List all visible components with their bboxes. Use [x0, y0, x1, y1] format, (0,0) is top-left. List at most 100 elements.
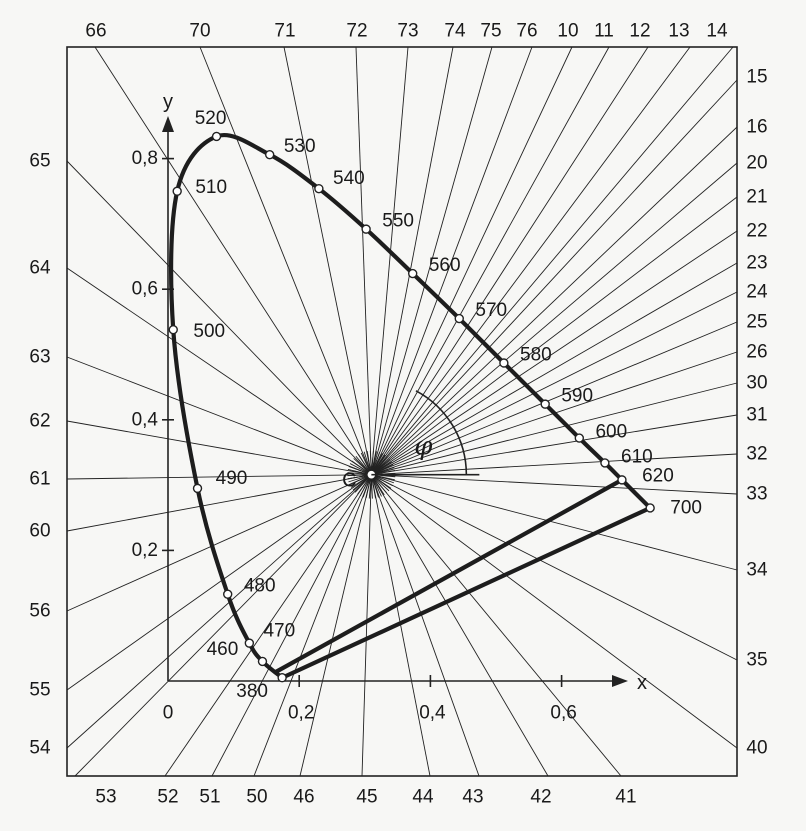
- wavelength-point-460: [257, 656, 268, 667]
- axes-group: x y 0 0,2 0,4 0,6 0,2 0,4 0,6 0,8: [132, 91, 647, 724]
- hue-ray-bottom-7: [370, 474, 480, 777]
- hue-ray-right-1: [371, 126, 738, 475]
- wavelength-point-610: [600, 458, 610, 468]
- hue-ray-right-12: [371, 474, 738, 495]
- y-tick-label: 0,6: [132, 279, 158, 300]
- hue-ray-right-5: [371, 262, 738, 476]
- diagram-frame: [66, 46, 738, 777]
- purple-line-inner: [274, 477, 625, 674]
- wavelength-point-620: [617, 475, 627, 485]
- hue-ray-left-3: [66, 420, 372, 476]
- scale-number-bottom-46: 46: [293, 787, 314, 808]
- scale-number-top-10: 10: [557, 21, 578, 42]
- wavelength-label-560: 560: [429, 255, 461, 276]
- hue-ray-left-5: [66, 474, 372, 532]
- x-axis-label: x: [637, 672, 647, 694]
- scale-number-bottom-44: 44: [412, 787, 434, 808]
- hue-ray-bottom-4: [299, 474, 372, 777]
- wavelength-point-570: [454, 313, 464, 324]
- scale-number-bottom-50: 50: [246, 787, 267, 808]
- wavelength-label-700: 700: [670, 497, 702, 518]
- scale-number-top-11: 11: [594, 21, 614, 42]
- hue-ray-left-7: [66, 474, 372, 691]
- scale-number-left-54: 54: [29, 738, 51, 759]
- hue-ray-right-9: [371, 382, 738, 476]
- spectral-locus: [168, 131, 655, 683]
- wavelength-label-470: 470: [263, 621, 295, 642]
- hue-ray-top-12: [371, 46, 734, 475]
- hue-ray-top-11: [370, 46, 691, 475]
- x-tick-label: 0,2: [288, 703, 314, 724]
- scale-number-right-22: 22: [746, 221, 767, 242]
- white-point-label: C: [342, 470, 356, 492]
- wavelength-point-530: [264, 149, 275, 160]
- scale-number-top-70: 70: [189, 21, 210, 42]
- x-tick-label: 0,6: [550, 703, 576, 724]
- wavelength-point-540: [314, 183, 324, 194]
- wavelength-label-490: 490: [216, 468, 248, 489]
- scale-number-right-33: 33: [746, 484, 767, 505]
- hue-ray-left-6: [66, 474, 372, 612]
- scale-number-top-76: 76: [516, 21, 537, 42]
- scale-number-right-40: 40: [746, 738, 767, 759]
- hue-ray-right-0: [371, 79, 738, 475]
- hue-ray-right-3: [371, 196, 738, 476]
- hue-ray-top-8: [370, 46, 573, 475]
- hue-ray-top-10: [370, 46, 649, 475]
- hue-ray-top-5: [370, 46, 454, 475]
- hue-ray-top-7: [370, 46, 533, 475]
- scale-number-right-31: 31: [746, 405, 767, 426]
- wavelength-label-500: 500: [193, 321, 225, 342]
- wavelength-point-550: [361, 224, 371, 234]
- y-axis-label: y: [163, 91, 173, 113]
- wavelength-label-510: 510: [195, 177, 227, 198]
- wavelength-point-470: [244, 638, 255, 648]
- hue-ray-top-4: [370, 46, 409, 475]
- hue-ray-bottom-2: [211, 474, 372, 777]
- wavelength-label-550: 550: [382, 211, 414, 232]
- scale-number-left-64: 64: [29, 258, 51, 279]
- wavelength-point-580: [499, 358, 509, 368]
- hue-ray-bottom-1: [164, 474, 372, 777]
- hue-ray-right-10: [371, 414, 738, 476]
- hue-ray-bottom-9: [371, 474, 622, 777]
- scale-number-right-20: 20: [746, 153, 767, 174]
- scale-number-left-65: 65: [29, 151, 50, 172]
- scale-number-right-34: 34: [746, 560, 768, 581]
- hue-ray-right-14: [371, 474, 738, 661]
- scale-number-top-13: 13: [668, 21, 689, 42]
- y-tick-label: 0,8: [132, 148, 158, 169]
- scale-number-right-25: 25: [746, 312, 767, 333]
- wavelength-label-460: 460: [207, 639, 239, 660]
- scale-number-right-24: 24: [746, 282, 768, 303]
- scale-number-top-74: 74: [444, 21, 466, 42]
- hue-ray-left-0: [66, 160, 372, 475]
- scale-number-bottom-52: 52: [157, 787, 178, 808]
- wavelength-label-480: 480: [244, 576, 276, 597]
- hue-ray-bottom-3: [253, 474, 372, 777]
- scale-number-left-60: 60: [29, 521, 50, 542]
- scale-number-right-26: 26: [746, 342, 767, 363]
- scale-number-left-55: 55: [29, 680, 50, 701]
- hue-ray-top-2: [283, 46, 372, 475]
- y-tick-label: 0,2: [132, 540, 158, 561]
- scale-number-left-61: 61: [29, 469, 50, 490]
- wavelength-label-530: 530: [284, 136, 316, 157]
- wavelength-label-600: 600: [595, 422, 627, 443]
- scale-number-top-66: 66: [85, 21, 106, 42]
- scale-number-bottom-43: 43: [462, 787, 483, 808]
- scale-number-right-21: 21: [746, 187, 767, 208]
- scale-number-top-71: 71: [274, 21, 295, 42]
- angle-phi-label: φ: [414, 432, 433, 462]
- hue-ray-right-15: [371, 474, 738, 749]
- wavelength-point-380: [277, 673, 287, 683]
- hue-ray-bottom-8: [370, 474, 549, 777]
- scale-number-right-32: 32: [746, 444, 767, 465]
- scale-number-top-12: 12: [629, 21, 650, 42]
- scale-number-left-63: 63: [29, 347, 50, 368]
- wavelength-point-560: [407, 268, 418, 279]
- wavelength-label-520: 520: [195, 108, 227, 129]
- hue-ray-top-6: [370, 46, 493, 475]
